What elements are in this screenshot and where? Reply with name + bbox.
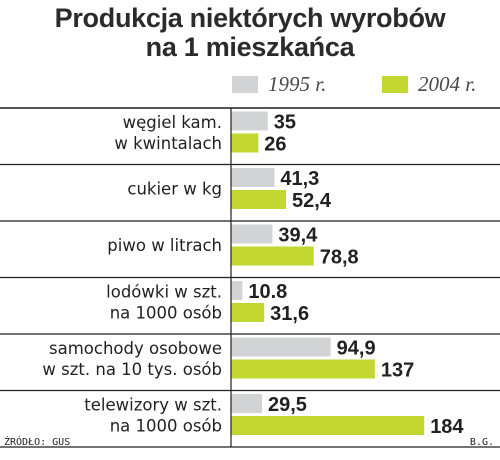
bar-2004 [231,359,375,379]
category-label-line: telewizory w szt. [84,396,222,415]
bar-1995 [231,111,268,131]
category-label-line: węgiel kam. [123,113,222,132]
category-label-line: lodówki w szt. [106,283,222,302]
author-initials: B.G. [469,437,494,448]
bar-2004 [231,190,287,209]
category-label-line: na 1000 osób [110,304,222,323]
bar-2004 [231,133,259,153]
chart-title-line-1: Produkcja niektórych wyrobów [54,3,446,33]
bar-2004 [231,416,425,435]
bar-1995 [231,168,275,187]
chart-title: Produkcja niektórych wyrobów na 1 mieszk… [0,4,500,62]
legend-label-1995: 1995 r. [268,71,327,96]
bar-1995 [231,394,262,413]
category-label: cukier w kg [127,180,222,199]
category-label: samochody osobowe w szt. na 10 tys. osób [42,339,222,379]
legend-swatch-2004 [382,75,408,93]
category-label: lodówki w szt. na 1000 osób [106,283,222,323]
category-label-line: w szt. na 10 tys. osób [42,360,222,379]
legend-item-1995: 1995 r. [232,72,326,96]
category-label-line: cukier w kg [127,180,222,199]
value-label: 10.8 [248,281,287,303]
category-label: piwo w litrach [107,236,222,255]
value-label: 78,8 [320,247,359,269]
value-label: 184 [430,416,464,438]
value-label: 52,4 [292,190,332,212]
legend-swatch-1995 [232,75,258,93]
value-label: 31,6 [270,303,309,325]
category-label-line: na 1000 osób [110,417,222,436]
value-label: 94,9 [337,338,376,360]
category-label-line: samochody osobowe [49,339,222,358]
value-label: 35 [274,112,296,134]
bar-2004 [231,303,265,322]
value-label: 137 [381,360,414,382]
bar-2004 [231,246,314,266]
chart-title-line-2: na 1 mieszkańca [145,32,355,62]
category-label: węgiel kam. w kwintalach [114,113,222,153]
category-label-line: w kwintalach [114,134,222,153]
legend-label-2004: 2004 r. [418,71,477,96]
value-label: 39,4 [278,225,318,247]
value-label: 26 [264,134,286,156]
category-label: telewizory w szt. na 1000 osób [84,396,222,436]
source-note: ŹRÓDŁO: GUS [4,437,71,448]
bar-1995 [231,224,273,244]
bar-1995 [231,281,243,300]
legend-item-2004: 2004 r. [382,72,476,96]
category-label-line: piwo w litrach [107,236,222,255]
bar-1995 [231,337,331,357]
value-label: 29,5 [268,394,307,416]
value-label: 41,3 [280,168,319,190]
